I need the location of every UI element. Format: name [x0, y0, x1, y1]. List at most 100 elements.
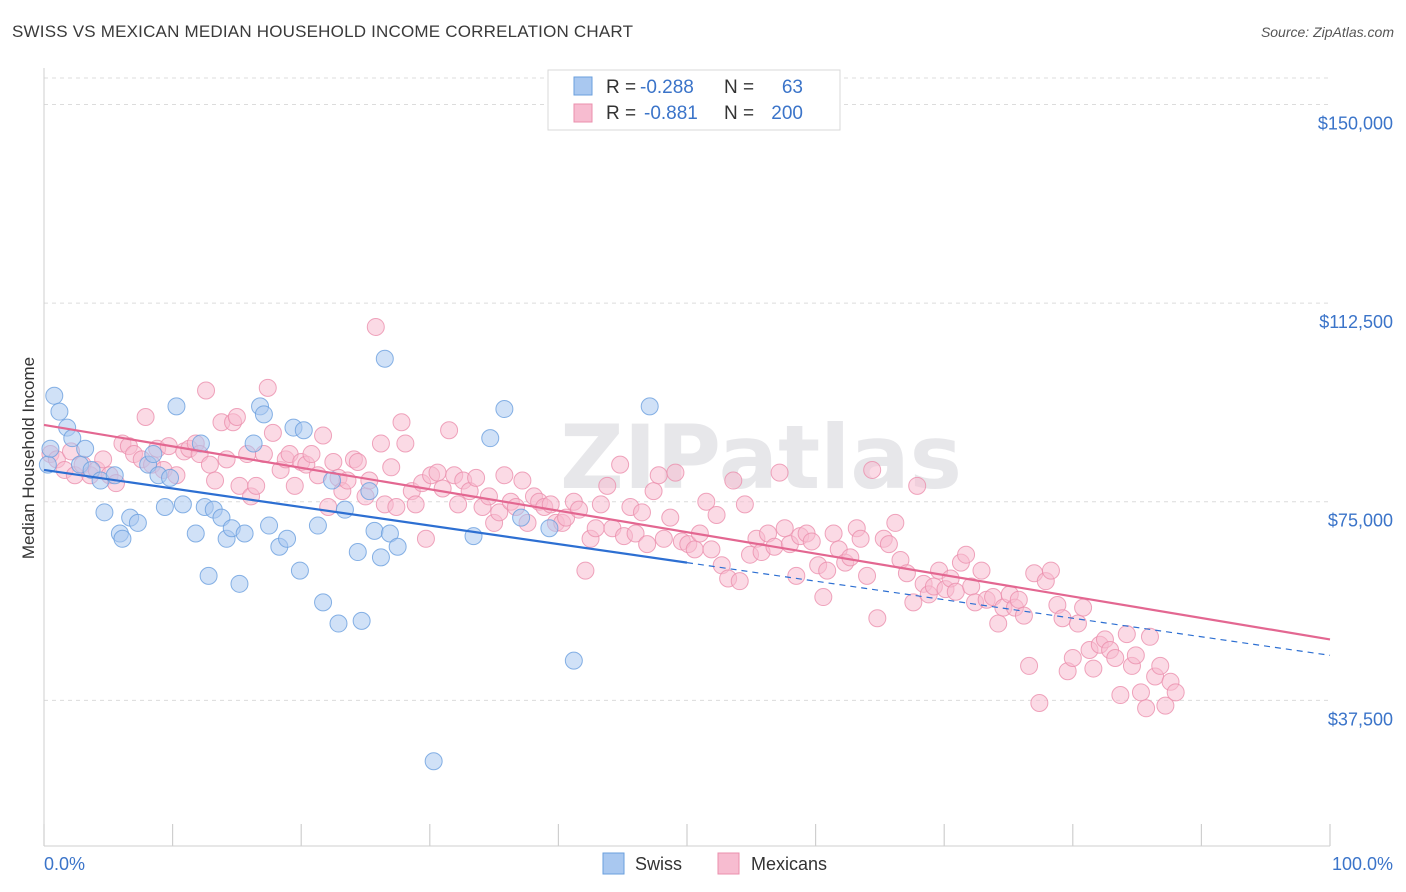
- swiss-point: [314, 593, 333, 612]
- swiss-point: [235, 524, 254, 543]
- swiss-point: [371, 548, 390, 567]
- mexicans-point: [818, 561, 837, 580]
- data-points: [38, 317, 1185, 771]
- mexicans-point: [735, 495, 754, 514]
- mexicans-point: [406, 495, 425, 514]
- mexicans-point: [1156, 696, 1175, 715]
- swiss-point: [278, 529, 297, 548]
- swiss-point: [348, 543, 367, 562]
- mexicans-point: [730, 572, 749, 591]
- swiss-point: [186, 524, 205, 543]
- mexicans-point: [479, 487, 498, 506]
- mexicans-point: [1009, 590, 1028, 609]
- swiss-point: [290, 561, 309, 580]
- mexicans-point: [440, 421, 459, 440]
- swiss-point: [481, 429, 500, 448]
- mexicans-point: [449, 495, 468, 514]
- swiss-legend-swatch: [573, 76, 593, 96]
- swiss-point: [360, 482, 379, 501]
- mexicans-point: [200, 455, 219, 474]
- legend-r-value: -0.288: [640, 77, 694, 98]
- mexicans-point: [490, 503, 509, 522]
- mexicans-point: [366, 317, 385, 336]
- mexicans-point: [1020, 656, 1039, 675]
- mexicans-point: [94, 450, 113, 469]
- swiss-point: [244, 434, 263, 453]
- mexicans-point: [957, 545, 976, 564]
- watermark: ZIPatlas: [560, 406, 962, 509]
- mexicans-point: [824, 524, 843, 543]
- swiss-point: [380, 524, 399, 543]
- mexicans-point: [1140, 627, 1159, 646]
- swiss-bottom-swatch: [602, 852, 625, 875]
- mexicans-point: [467, 468, 486, 487]
- legend-n-value: 200: [771, 103, 803, 124]
- mexicans-point: [697, 492, 716, 511]
- mexicans-point: [324, 453, 343, 471]
- legend-n-label: N =: [724, 77, 754, 98]
- mexicans-point: [707, 505, 726, 524]
- mexicans-point: [1084, 659, 1103, 678]
- legend-r-value: -0.881: [644, 103, 698, 124]
- swiss-point: [352, 611, 371, 630]
- mexicans-point: [814, 588, 833, 607]
- stats-legend: R = -0.288 N = 63 R = -0.881 N = 200: [547, 69, 841, 131]
- mexicans-point: [611, 455, 630, 474]
- mexicans-point: [382, 458, 401, 477]
- swiss-point: [161, 468, 180, 487]
- mexicans-point: [586, 519, 605, 538]
- mexicans-point: [1030, 693, 1049, 712]
- swiss-point: [424, 752, 443, 771]
- swiss-trend-extension: [686, 562, 1331, 656]
- mexicans-point: [632, 503, 651, 522]
- mexicans-point: [724, 471, 743, 490]
- mexicans-point: [863, 460, 882, 479]
- mexicans-point: [1063, 648, 1082, 667]
- mexicans-point: [591, 495, 610, 514]
- swiss-point: [144, 445, 163, 464]
- y-tick-labels: $37,500 $75,000 $112,500 $150,000: [1318, 113, 1393, 729]
- swiss-point: [254, 405, 273, 424]
- swiss-bottom-label: Swiss: [635, 854, 682, 874]
- swiss-point: [230, 574, 249, 593]
- mexicans-point: [263, 423, 282, 442]
- mexicans-point: [1041, 561, 1060, 580]
- mexicans-point: [247, 476, 266, 495]
- mexicans-point: [428, 463, 447, 482]
- swiss-point: [199, 566, 218, 585]
- mexicans-point: [136, 407, 155, 426]
- swiss-point: [640, 397, 659, 416]
- mexicans-point: [908, 476, 927, 495]
- mexicans-point: [314, 426, 333, 445]
- stats-legend-box: [547, 69, 841, 131]
- x-tick-label: 0.0%: [44, 854, 85, 874]
- mexicans-point: [206, 471, 225, 490]
- y-axis-title: Median Household Income: [19, 357, 38, 559]
- swiss-point: [335, 500, 354, 519]
- swiss-point: [294, 421, 313, 440]
- mexicans-point: [371, 434, 390, 453]
- mexicans-point: [285, 476, 304, 495]
- mexicans-point: [1131, 683, 1150, 702]
- swiss-point: [308, 516, 327, 535]
- mexicans-point: [392, 413, 411, 432]
- mexicans-point: [644, 482, 663, 501]
- mexicans-point: [685, 540, 704, 559]
- mexicans-point: [879, 535, 898, 554]
- swiss-point: [375, 349, 394, 368]
- mexicans-point: [886, 513, 905, 532]
- mexicans-point: [513, 471, 532, 490]
- swiss-point: [50, 402, 69, 421]
- mexicans-point: [495, 466, 514, 485]
- mexicans-point: [851, 529, 870, 548]
- legend-n-value: 63: [782, 77, 803, 98]
- mexicans-point: [661, 508, 680, 527]
- mexicans-point: [416, 529, 435, 548]
- mexicans-point: [989, 614, 1008, 633]
- mexicans-point: [649, 466, 668, 485]
- y-tick-label: $112,500: [1319, 312, 1393, 332]
- mexicans-point: [348, 453, 367, 471]
- mexicans-point: [638, 535, 657, 554]
- swiss-point: [564, 651, 583, 670]
- mexicans-point: [775, 519, 794, 538]
